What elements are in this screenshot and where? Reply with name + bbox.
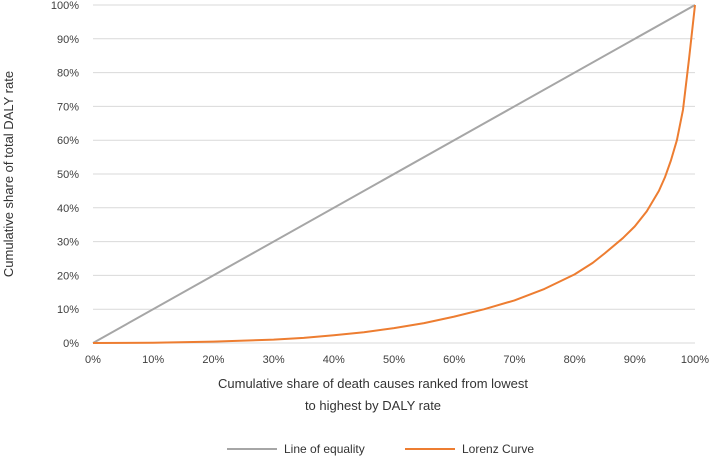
y-tick-label: 20% (57, 270, 79, 282)
y-tick-label: 100% (51, 0, 79, 12)
x-tick-label: 30% (263, 354, 285, 366)
y-tick-label: 90% (57, 34, 79, 46)
y-tick-label: 60% (57, 135, 79, 147)
y-tick-label: 0% (63, 338, 79, 350)
x-axis-tick-labels: 0% 10% 20% 30% 40% 50% 60% 70% 80% 90% 100% (85, 354, 709, 366)
y-tick-label: 40% (57, 203, 79, 215)
x-tick-label: 40% (323, 354, 345, 366)
x-tick-label: 70% (503, 354, 525, 366)
series-line-line-of-equality (92, 4, 696, 344)
x-tick-label: 80% (564, 354, 586, 366)
legend-label-lorenz-curve: Lorenz Curve (462, 442, 534, 456)
legend-label-line-of-equality: Line of equality (284, 442, 365, 456)
series-line-lorenz-curve (92, 4, 696, 344)
x-tick-label: 20% (202, 354, 224, 366)
y-axis-title: Cumulative share of total DALY rate (1, 71, 16, 277)
x-tick-label: 90% (624, 354, 646, 366)
y-tick-label: 30% (57, 237, 79, 249)
y-tick-label: 10% (57, 304, 79, 316)
y-tick-label: 80% (57, 68, 79, 80)
x-tick-label: 50% (383, 354, 405, 366)
x-tick-label: 10% (142, 354, 164, 366)
x-axis-title-line-2: to highest by DALY rate (305, 398, 441, 413)
x-axis-title-line-1: Cumulative share of death causes ranked … (218, 376, 528, 391)
y-tick-label: 50% (57, 169, 79, 181)
series-lines (92, 4, 696, 344)
y-tick-label: 70% (57, 101, 79, 113)
x-tick-label: 60% (443, 354, 465, 366)
y-axis-tick-labels: 0% 10% 20% 30% 40% 50% 60% 70% 80% 90% 100% (51, 0, 79, 350)
x-tick-label: 0% (85, 354, 101, 366)
x-tick-label: 100% (681, 354, 709, 366)
legend: Line of equality Lorenz Curve (227, 442, 534, 456)
